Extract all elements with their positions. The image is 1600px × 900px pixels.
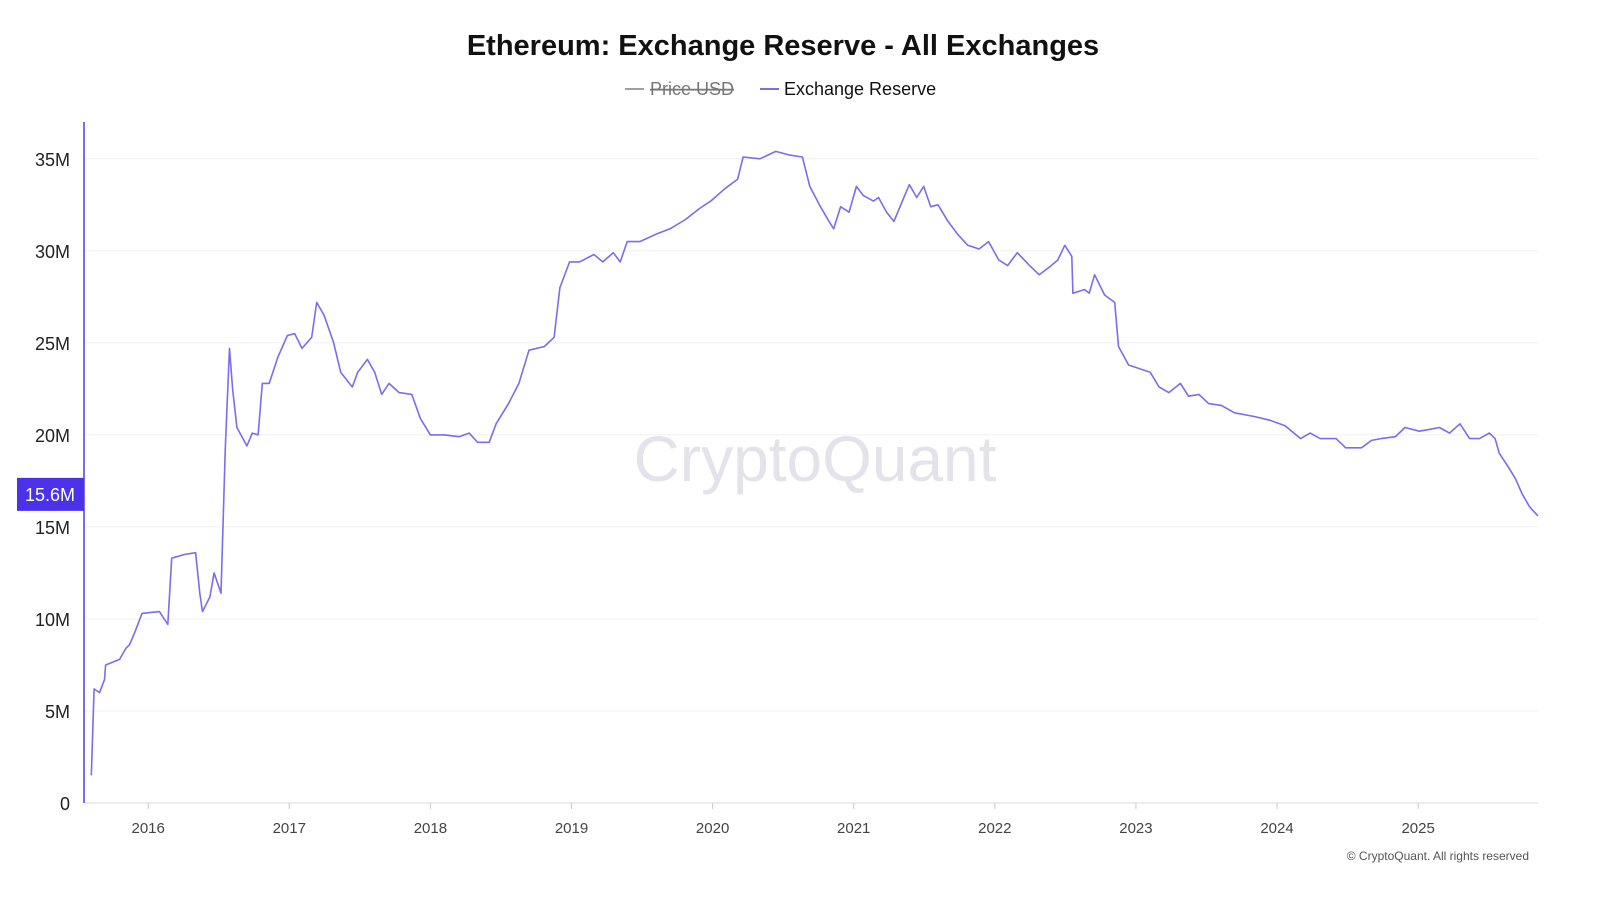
y-tick-label: 10M: [35, 610, 70, 630]
legend-label-exchange-reserve: Exchange Reserve: [784, 79, 936, 99]
watermark: CryptoQuant: [634, 423, 997, 495]
last-value-badge-bg: [17, 477, 84, 511]
last-value-label: 15.6M: [25, 485, 75, 505]
legend-item-exchange-reserve[interactable]: Exchange Reserve: [760, 79, 936, 99]
chart-title: Ethereum: Exchange Reserve - All Exchang…: [467, 30, 1099, 62]
x-tick-label: 2016: [131, 820, 164, 837]
y-tick-label: 20M: [35, 426, 70, 446]
y-tick-label: 35M: [35, 150, 70, 170]
last-value-badge: 15.6M: [17, 477, 84, 511]
series-line-exchange-reserve: [90, 150, 1539, 776]
x-tick-label: 2024: [1260, 820, 1293, 837]
legend-label-price-usd: Price USD: [650, 79, 734, 99]
y-tick-label: 25M: [35, 334, 70, 354]
x-tick-label: 2021: [837, 820, 870, 837]
legend-item-price-usd[interactable]: Price USD: [625, 79, 734, 99]
copyright: © CryptoQuant. All rights reserved: [1347, 849, 1529, 863]
y-tick-label: 0: [60, 794, 70, 814]
x-tick-label: 2025: [1401, 820, 1434, 837]
y-tick-label: 30M: [35, 242, 70, 262]
y-tick-label: 15M: [35, 518, 70, 538]
x-tick-label: 2020: [696, 820, 729, 837]
legend: Price USD Exchange Reserve: [625, 79, 936, 99]
x-tick-label: 2017: [273, 820, 306, 837]
x-tick-label: 2022: [978, 820, 1011, 837]
x-tick-label: 2018: [414, 820, 447, 837]
x-tick-label: 2019: [555, 820, 588, 837]
y-tick-label: 5M: [45, 702, 70, 722]
x-tick-label: 2023: [1119, 820, 1152, 837]
